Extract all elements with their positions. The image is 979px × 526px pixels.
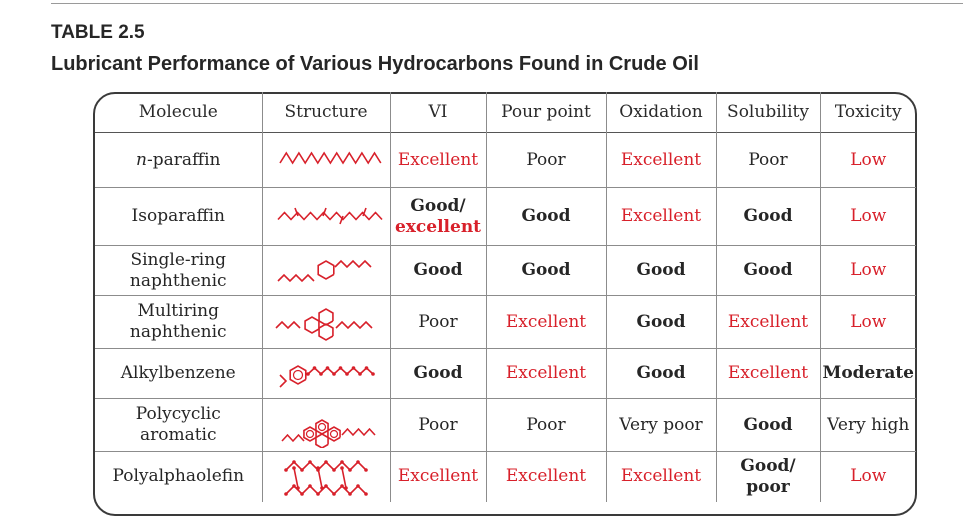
table-row: Alkylbenzene Good Excellent Good Excellent Mo…: [95, 348, 916, 399]
table-row: Polycyclic aromatic Poor Poor Very poor Good V…: [95, 398, 916, 452]
table-label: TABLE 2.5: [51, 22, 145, 43]
header-toxicity: Toxicity: [819, 92, 916, 133]
cell-solubility: Good/poor: [715, 451, 820, 502]
molecule-name-line2: naphthenic: [129, 322, 227, 342]
molecule-name: Polycyclic: [135, 404, 221, 424]
cell-structure: [261, 348, 390, 399]
table-row: n-paraffin Excellent Poor Excellent Poor Low: [95, 132, 916, 188]
cell-pour-point: Good: [485, 245, 606, 296]
cell-vi: Good: [389, 348, 486, 399]
rating-text-line: excellent: [394, 216, 482, 237]
cell-toxicity: Very high: [819, 398, 916, 452]
cell-molecule: n-paraffin: [95, 132, 262, 188]
cell-toxicity: Moderate: [819, 348, 916, 399]
header-solubility: Solubility: [715, 92, 820, 133]
header-row: Molecule Structure VI Pour point Oxidati…: [95, 92, 916, 133]
table-row: Polyalphaolefin Excellent Excellent Excelle…: [95, 451, 916, 502]
header-pour-point: Pour point: [485, 92, 606, 133]
molecule-prefix: n: [136, 149, 147, 170]
polyalphaolefin-icon: [284, 459, 368, 496]
cell-solubility: Good: [715, 398, 820, 452]
cell-pour-point: Excellent: [485, 348, 606, 399]
molecule-name: Alkylbenzene: [120, 363, 236, 383]
cell-molecule: Polycyclic aromatic: [95, 398, 262, 452]
cell-structure: [261, 245, 390, 296]
cell-oxidation: Excellent: [605, 187, 716, 246]
polycyclic-aromatic-icon: [281, 419, 376, 448]
table-row: Isoparaffin Good/excellent Good Excellent Go…: [95, 187, 916, 246]
n-paraffin-chain-icon: [279, 151, 382, 165]
isoparaffin-branched-chain-icon: [277, 207, 383, 224]
cell-oxidation: Good: [605, 348, 716, 399]
header-molecule: Molecule: [138, 101, 218, 122]
rating-text-line: poor: [746, 476, 790, 497]
cell-toxicity: Low: [819, 295, 916, 349]
header-oxidation: Oxidation: [605, 92, 716, 133]
cell-molecule: Polyalphaolefin: [95, 451, 262, 502]
header-structure: Structure: [261, 92, 390, 133]
cell-vi: Excellent: [389, 132, 486, 188]
cell-oxidation: Excellent: [605, 132, 716, 188]
lubricant-performance-table: Molecule Structure VI Pour point Oxidati…: [95, 92, 916, 502]
rating-text-line: Good/: [410, 195, 466, 216]
cell-pour-point: Good: [485, 187, 606, 246]
single-ring-naphthenic-icon: [277, 259, 372, 282]
cell-structure: [261, 451, 390, 502]
molecule-name: Single-ring: [130, 249, 227, 270]
cell-toxicity: Low: [819, 187, 916, 246]
cell-vi: Excellent: [389, 451, 486, 502]
molecule-name: Multiring: [137, 301, 219, 321]
rating-text-line: Good/: [740, 455, 796, 476]
cell-solubility: Poor: [715, 132, 820, 188]
cell-structure: [261, 398, 390, 452]
cell-pour-point: Poor: [485, 398, 606, 452]
cell-oxidation: Good: [605, 295, 716, 349]
cell-toxicity: Low: [819, 451, 916, 502]
alkylbenzene-icon: [279, 364, 375, 388]
top-rule: [51, 3, 963, 4]
cell-vi: Good/excellent: [389, 187, 486, 246]
cell-solubility: Excellent: [715, 348, 820, 399]
molecule-name-line2: naphthenic: [129, 270, 227, 291]
table-title: Lubricant Performance of Various Hydroca…: [51, 53, 699, 75]
table-row: Multiring naphthenic Poor Excellent Good Exce…: [95, 295, 916, 349]
cell-molecule: Multiring naphthenic: [95, 295, 262, 349]
table-row: Single-ring naphthenic Good Good Good Good Low: [95, 245, 916, 296]
header-vi: VI: [389, 92, 486, 133]
cell-pour-point: Poor: [485, 132, 606, 188]
cell-pour-point: Excellent: [485, 451, 606, 502]
cell-solubility: Good: [715, 187, 820, 246]
molecule-name: Isoparaffin: [131, 206, 225, 226]
cell-oxidation: Very poor: [605, 398, 716, 452]
cell-molecule: Alkylbenzene: [95, 348, 262, 399]
molecule-name: Polyalphaolefin: [112, 466, 245, 487]
cell-vi: Poor: [389, 398, 486, 452]
cell-oxidation: Excellent: [605, 451, 716, 502]
cell-toxicity: Low: [819, 132, 916, 188]
cell-oxidation: Good: [605, 245, 716, 296]
multiring-naphthenic-icon: [275, 308, 373, 341]
cell-vi: Poor: [389, 295, 486, 349]
cell-molecule: Isoparaffin: [95, 187, 262, 246]
cell-structure: [261, 132, 390, 188]
cell-solubility: Excellent: [715, 295, 820, 349]
cell-structure: [261, 187, 390, 246]
molecule-name-line2: aromatic: [139, 425, 217, 445]
cell-toxicity: Low: [819, 245, 916, 296]
cell-molecule: Single-ring naphthenic: [95, 245, 262, 296]
cell-vi: Good: [389, 245, 486, 296]
cell-structure: [261, 295, 390, 349]
cell-solubility: Good: [715, 245, 820, 296]
cell-pour-point: Excellent: [485, 295, 606, 349]
molecule-name: -paraffin: [146, 149, 221, 170]
